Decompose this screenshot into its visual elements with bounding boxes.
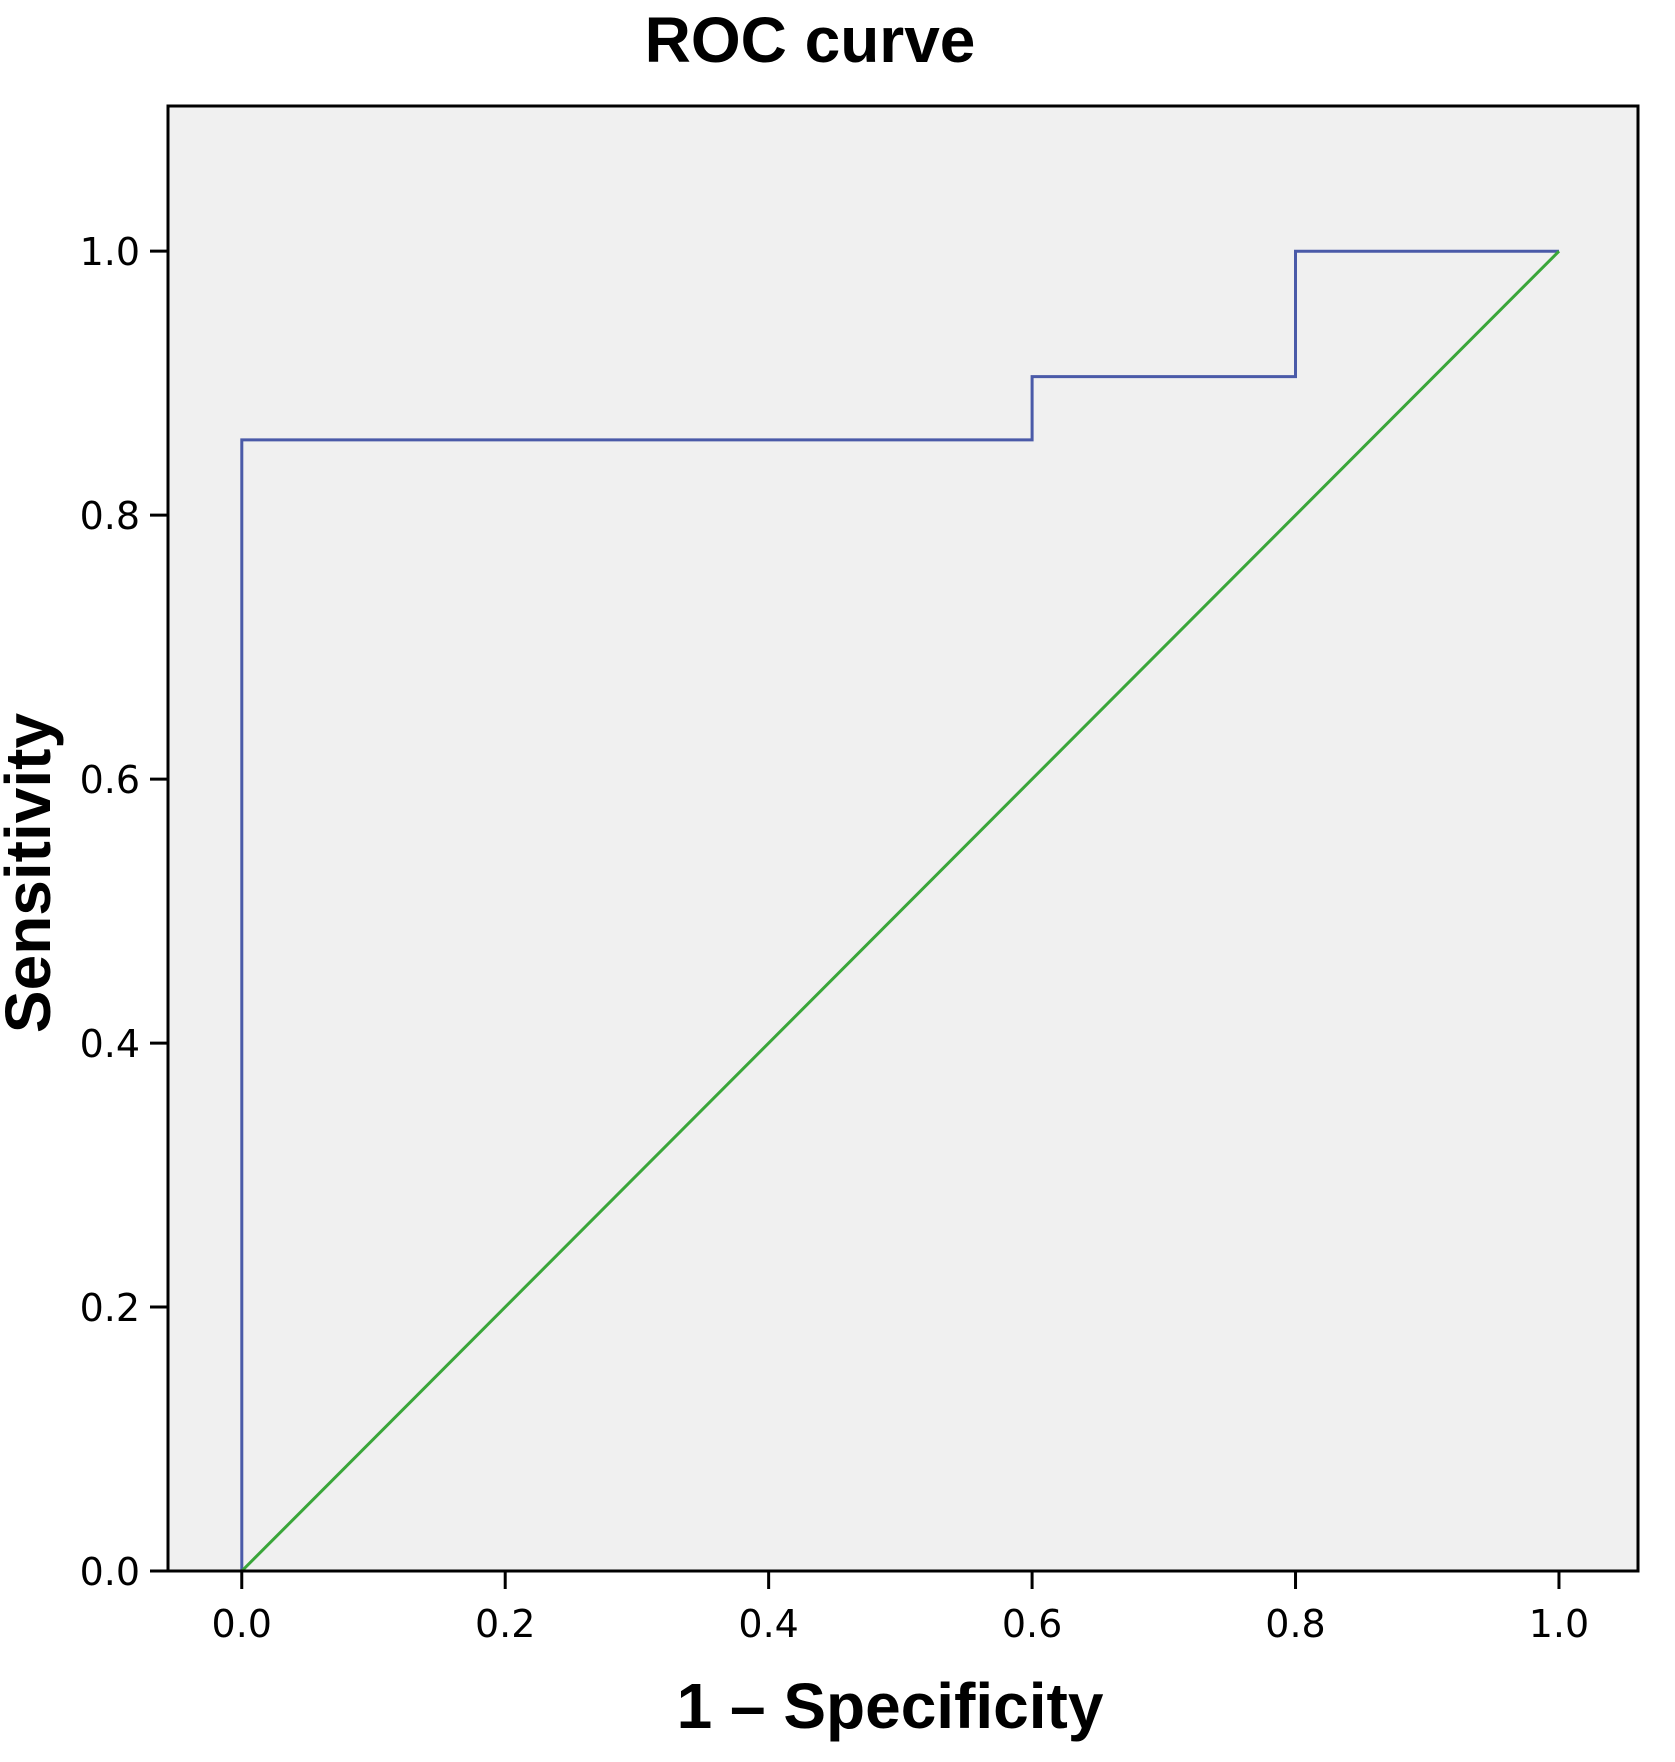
reference-line	[240, 250, 1561, 1573]
chart-title: ROC curve	[645, 4, 976, 76]
y-tick-label: 1.0	[80, 230, 140, 274]
y-tick-label: 0.6	[80, 758, 140, 802]
y-tick-label: 0.2	[80, 1286, 140, 1330]
x-axis-title: 1 – Specificity	[677, 1670, 1104, 1742]
x-axis: 0.0 0.2 0.4 0.6 0.8 1.0	[212, 1571, 1589, 1646]
y-axis: 0.0 0.2 0.4 0.6 0.8 1.0	[80, 230, 168, 1594]
x-tick-label: 0.6	[1002, 1602, 1062, 1646]
y-tick-label: 0.8	[80, 494, 140, 538]
y-tick-label: 0.0	[80, 1550, 140, 1594]
x-tick-label: 0.2	[475, 1602, 535, 1646]
x-tick-label: 0.0	[212, 1602, 272, 1646]
plot-area	[168, 106, 1638, 1571]
y-tick-label: 0.4	[80, 1022, 140, 1066]
x-tick-label: 1.0	[1529, 1602, 1589, 1646]
x-tick-label: 0.4	[738, 1602, 798, 1646]
y-axis-title: Sensitivity	[0, 713, 64, 1034]
plot-frame	[166, 104, 1640, 1573]
series-layer	[240, 249, 1561, 1573]
roc-curve-line	[240, 249, 1559, 1571]
x-tick-label: 0.8	[1265, 1602, 1325, 1646]
